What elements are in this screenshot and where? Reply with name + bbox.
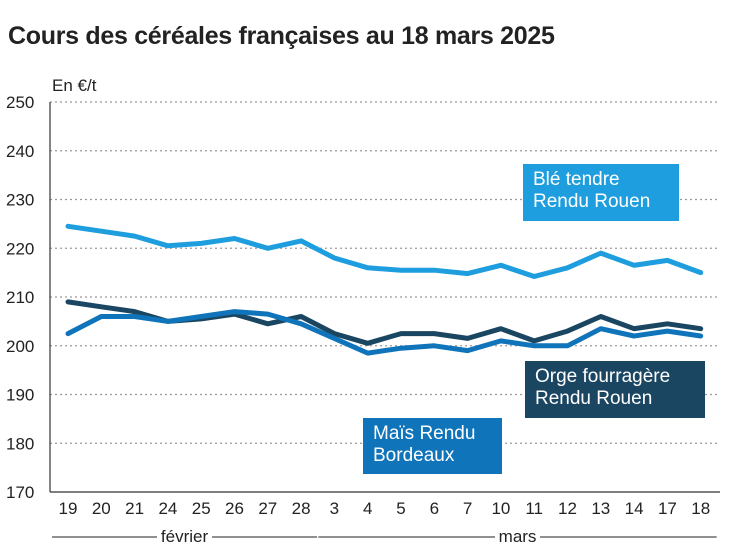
x-tick-4: 4 (363, 499, 372, 518)
x-tick-21: 21 (125, 499, 144, 518)
x-tick-6: 6 (430, 499, 439, 518)
x-tick-14: 14 (625, 499, 644, 518)
callout-mais-line2: Bordeaux (373, 445, 455, 466)
x-tick-26: 26 (225, 499, 244, 518)
x-tick-13: 13 (591, 499, 610, 518)
month-label-fevrier: février (156, 527, 213, 547)
y-tick-240: 240 (6, 142, 34, 161)
callout-orge-fourragere: Orge fourragère Rendu Rouen (525, 361, 705, 418)
x-tick-12: 12 (558, 499, 577, 518)
y-tick-220: 220 (6, 239, 34, 258)
y-axis-unit: En €/t (52, 76, 97, 95)
x-tick-27: 27 (258, 499, 277, 518)
y-tick-200: 200 (6, 337, 34, 356)
x-tick-3: 3 (330, 499, 339, 518)
x-tick-24: 24 (158, 499, 177, 518)
callout-ble-line1: Blé tendre (533, 169, 620, 190)
chart-title: Cours des céréales françaises au 18 mars… (8, 22, 555, 50)
callout-orge-line2: Rendu Rouen (535, 388, 653, 409)
x-tick-17: 17 (658, 499, 677, 518)
y-tick-170: 170 (6, 483, 34, 502)
y-tick-230: 230 (6, 191, 34, 210)
x-tick-25: 25 (192, 499, 211, 518)
x-tick-11: 11 (525, 499, 543, 518)
x-tick-20: 20 (92, 499, 111, 518)
x-tick-18: 18 (691, 499, 710, 518)
series-line-2 (65, 309, 704, 356)
month-label-mars: mars (494, 527, 541, 547)
callout-mais: Maïs Rendu Bordeaux (363, 418, 502, 474)
y-tick-210: 210 (6, 288, 34, 307)
callout-ble-tendre: Blé tendre Rendu Rouen (523, 164, 679, 221)
y-tick-180: 180 (6, 434, 34, 453)
callout-mais-line1: Maïs Rendu (373, 423, 476, 444)
gridlines (50, 101, 720, 444)
series-line-0 (65, 223, 704, 279)
series-lines (65, 223, 704, 356)
x-tick-5: 5 (396, 499, 405, 518)
y-tick-190: 190 (6, 386, 34, 405)
callout-ble-line2: Rendu Rouen (533, 191, 651, 212)
x-tick-28: 28 (292, 499, 311, 518)
x-tick-19: 19 (59, 499, 78, 518)
x-tick-10: 10 (491, 499, 510, 518)
y-axis-ticks: 170 180 190 200 210 220 230 240 250 (6, 93, 34, 502)
x-axis-ticks: 19 20 21 24 25 26 27 28 3 4 5 6 7 10 11 12 13 14 17 18 (59, 499, 711, 518)
x-tick-7: 7 (463, 499, 472, 518)
callout-orge-line1: Orge fourragère (535, 366, 671, 387)
y-tick-250: 250 (6, 93, 34, 112)
